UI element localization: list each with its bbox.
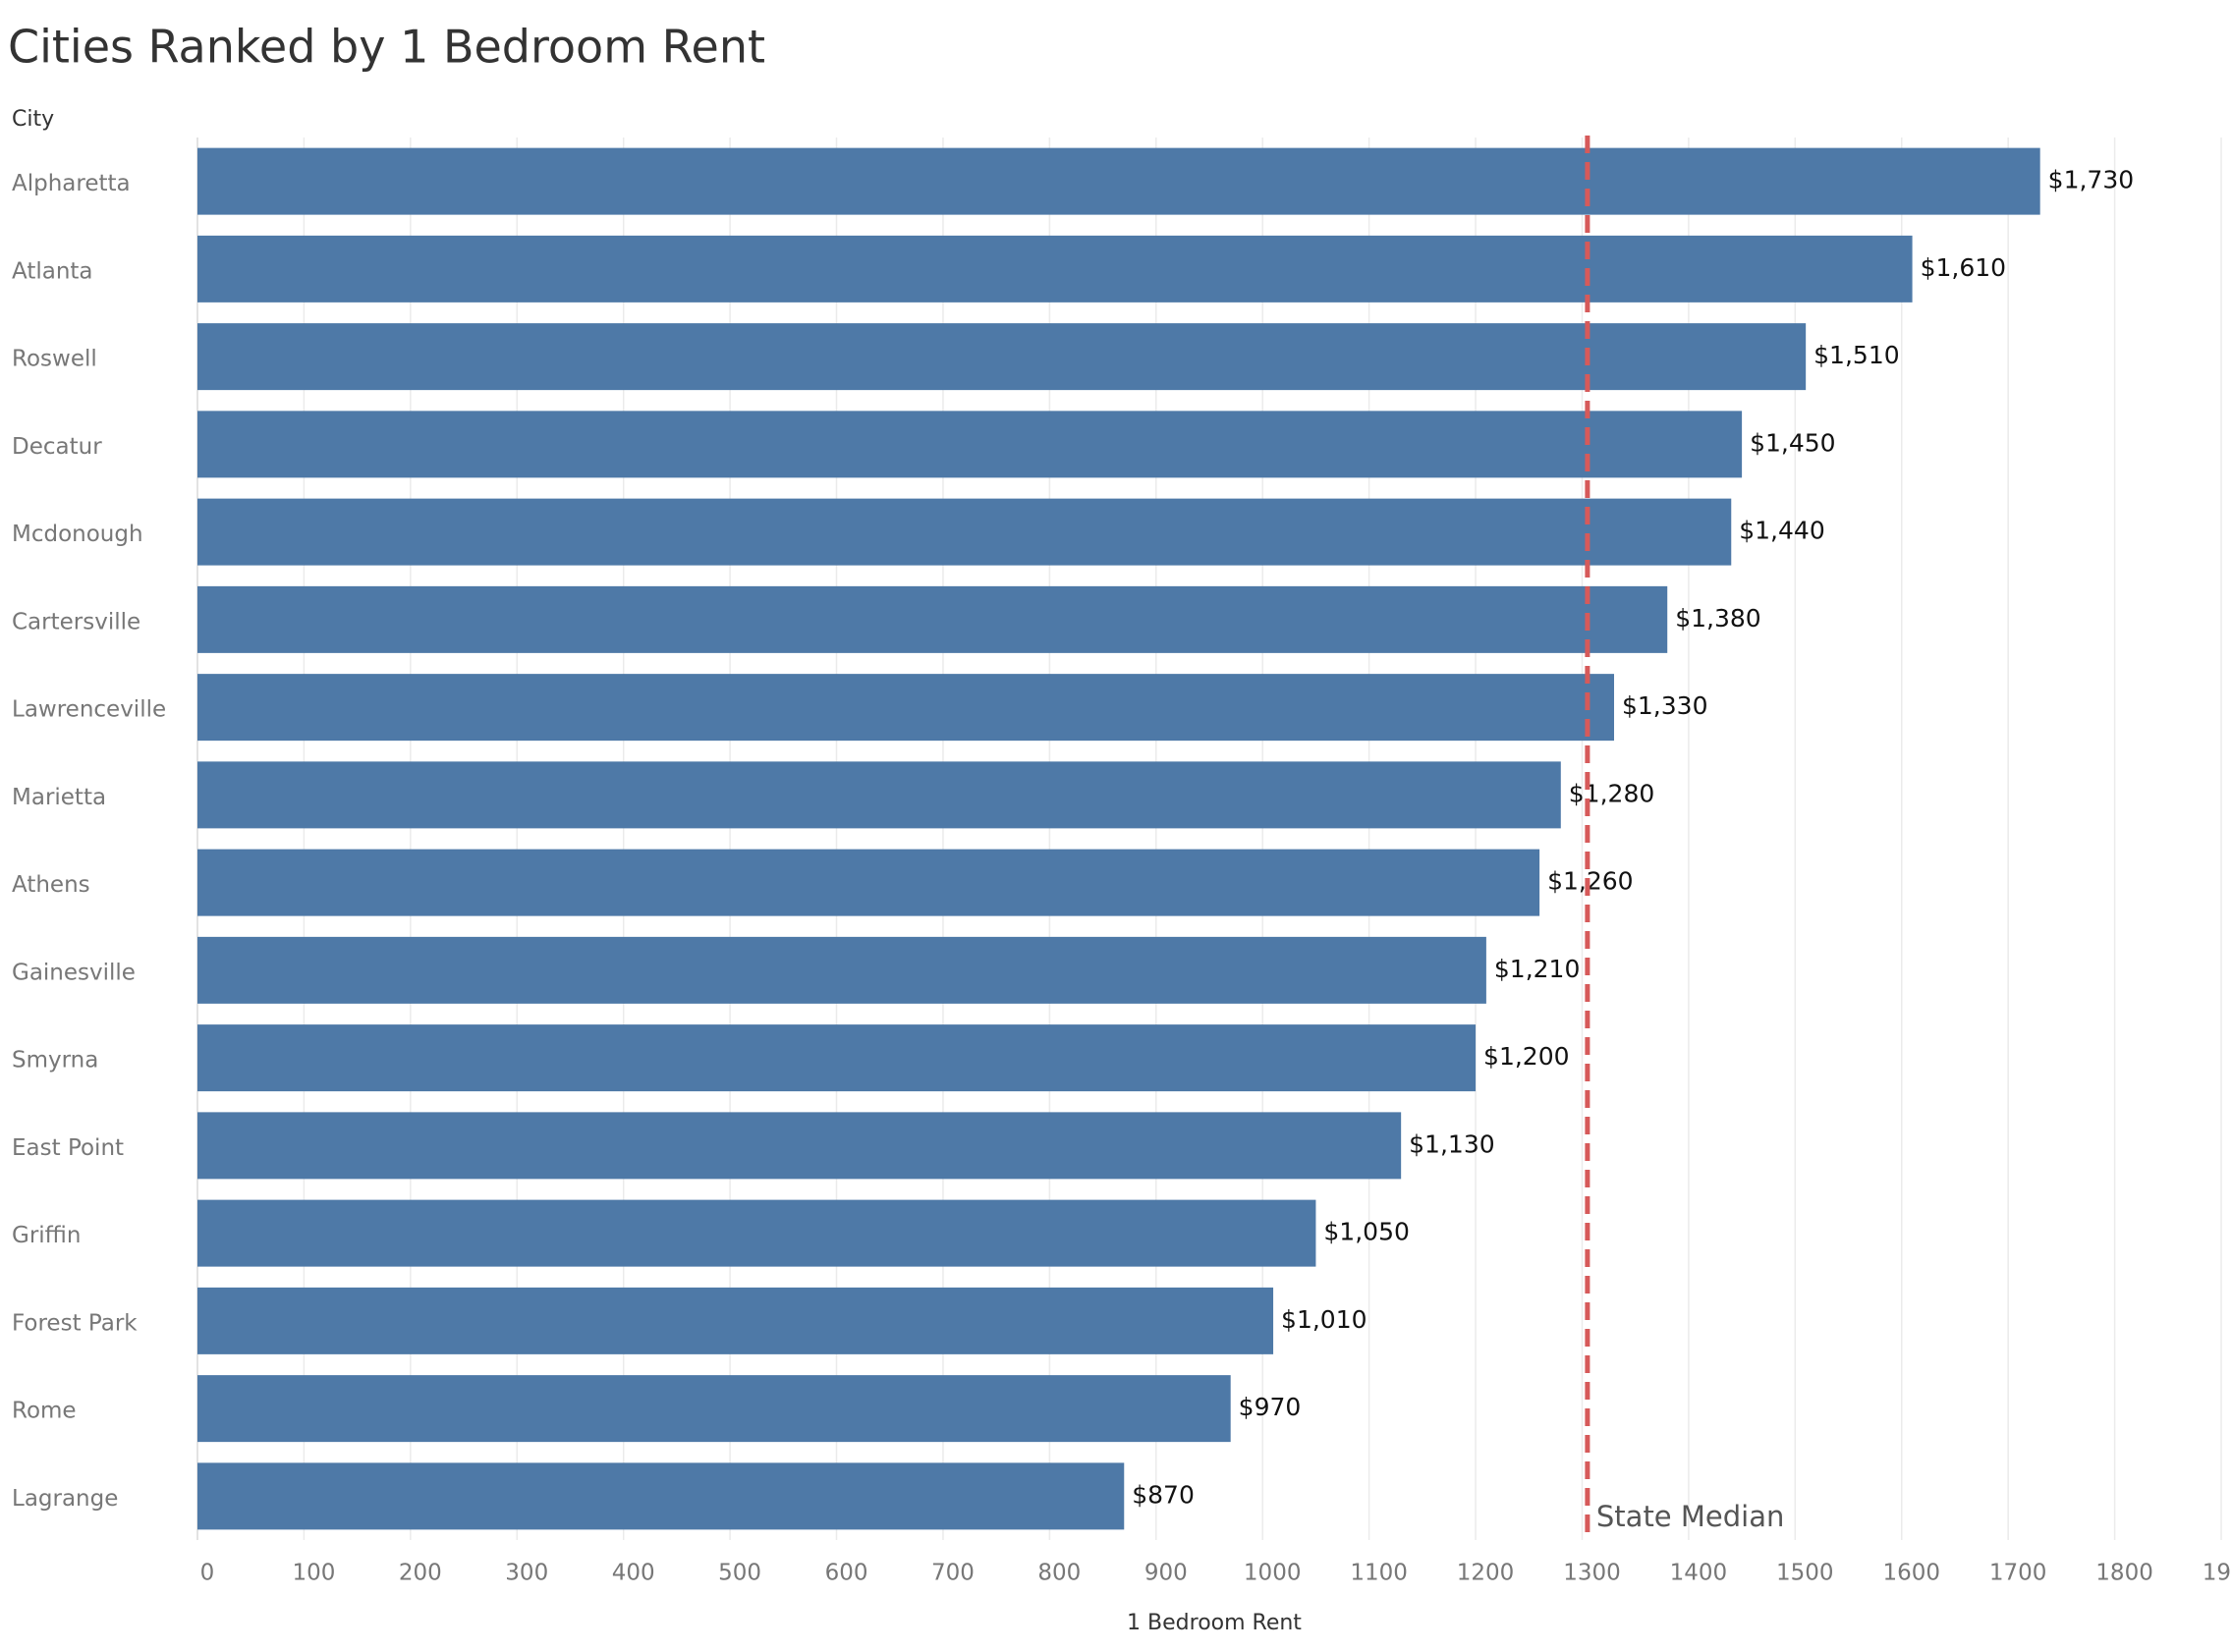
- x-tick-label: 1500: [1776, 1561, 1834, 1586]
- bar: [197, 147, 2040, 215]
- reference-label: State Median: [1596, 1500, 1784, 1533]
- x-tick-label: 800: [1037, 1561, 1081, 1586]
- bar: [197, 585, 1668, 653]
- x-tick-label: 200: [399, 1561, 442, 1586]
- x-tick-label: 700: [931, 1561, 975, 1586]
- x-axis-title: 1 Bedroom Rent: [1127, 1611, 1302, 1635]
- value-label: $1,330: [1622, 691, 1707, 720]
- bar: [197, 323, 1807, 391]
- y-tick-label: Rome: [12, 1399, 77, 1424]
- value-label: $1,510: [1814, 341, 1899, 369]
- value-label: $1,010: [1281, 1305, 1367, 1334]
- bar: [197, 235, 1913, 303]
- x-tick-label: 1600: [1882, 1561, 1940, 1586]
- value-label: $1,050: [1323, 1218, 1409, 1246]
- bar: [197, 1199, 1316, 1267]
- x-tick-label: 1200: [1457, 1561, 1515, 1586]
- x-tick-label: 900: [1144, 1561, 1188, 1586]
- bar: [197, 1287, 1274, 1354]
- chart-title: Cities Ranked by 1 Bedroom Rent: [8, 21, 765, 74]
- value-label: $1,440: [1739, 517, 1824, 545]
- x-tick-label: 1700: [1989, 1561, 2047, 1586]
- bar: [197, 498, 1732, 566]
- bar: [197, 411, 1743, 478]
- x-tick-label: 100: [292, 1561, 335, 1586]
- y-tick-label: Griffin: [12, 1223, 81, 1248]
- y-tick-label: Roswell: [12, 347, 97, 372]
- x-tick-label: 1900: [2203, 1561, 2232, 1586]
- x-tick-label: 400: [612, 1561, 655, 1586]
- bar: [197, 674, 1614, 742]
- value-label: $1,280: [1569, 779, 1654, 807]
- bar: [197, 1462, 1125, 1530]
- bar: [197, 1375, 1231, 1443]
- x-tick-label: 0: [200, 1561, 215, 1586]
- value-label: $1,210: [1494, 955, 1580, 983]
- value-label: $870: [1132, 1480, 1195, 1509]
- y-tick-label: Atlanta: [12, 258, 93, 284]
- bar: [197, 761, 1561, 829]
- x-tick-label: 1000: [1244, 1561, 1302, 1586]
- y-tick-label: Marietta: [12, 785, 106, 810]
- y-tick-label: Lawrenceville: [12, 697, 166, 723]
- bar: [197, 1024, 1477, 1092]
- y-tick-label: Athens: [12, 872, 90, 898]
- bar: [197, 936, 1486, 1004]
- y-tick-label: Smyrna: [12, 1048, 98, 1074]
- value-label: $1,730: [2048, 166, 2134, 194]
- value-label: $1,610: [1921, 253, 2006, 282]
- x-tick-label: 1400: [1670, 1561, 1728, 1586]
- y-tick-label: Alpharetta: [12, 171, 131, 196]
- y-tick-label: Mcdonough: [12, 522, 143, 547]
- value-label: $1,200: [1483, 1042, 1569, 1071]
- y-axis-title: City: [12, 107, 54, 132]
- y-tick-label: Forest Park: [12, 1310, 138, 1336]
- x-tick-label: 1100: [1350, 1561, 1408, 1586]
- y-tick-label: East Point: [12, 1135, 124, 1161]
- x-tick-label: 600: [825, 1561, 868, 1586]
- value-label: $1,260: [1547, 867, 1633, 896]
- x-tick-label: 500: [718, 1561, 761, 1586]
- y-tick-label: Decatur: [12, 434, 102, 460]
- x-tick-label: 1800: [2095, 1561, 2153, 1586]
- y-tick-label: Lagrange: [12, 1486, 118, 1512]
- value-label: $970: [1239, 1393, 1302, 1421]
- value-label: $1,380: [1675, 604, 1760, 633]
- value-label: $1,450: [1750, 428, 1835, 457]
- x-tick-label: 300: [505, 1561, 548, 1586]
- y-tick-label: Gainesville: [12, 960, 136, 985]
- bar: [197, 849, 1540, 916]
- value-label: $1,130: [1409, 1129, 1494, 1158]
- bar: [197, 1112, 1402, 1180]
- y-tick-label: Cartersville: [12, 609, 140, 634]
- x-tick-label: 1300: [1563, 1561, 1621, 1586]
